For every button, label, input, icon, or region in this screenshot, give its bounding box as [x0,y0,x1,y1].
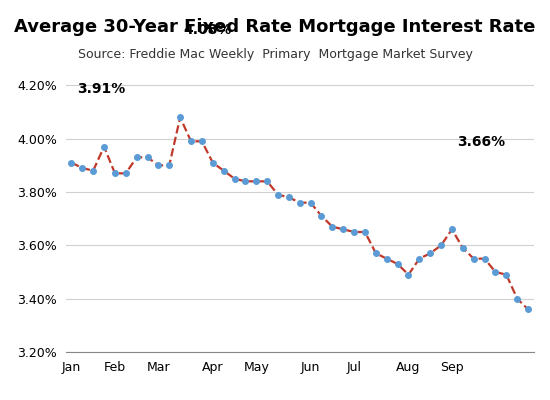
Text: Source: Freddie Mac Weekly  Primary  Mortgage Market Survey: Source: Freddie Mac Weekly Primary Mortg… [78,48,472,61]
Text: 3.91%: 3.91% [77,82,125,96]
Text: 4.08%: 4.08% [183,23,232,37]
Text: 3.66%: 3.66% [458,135,505,149]
Text: Average 30-Year Fixed Rate Mortgage Interest Rate: Average 30-Year Fixed Rate Mortgage Inte… [14,18,536,36]
